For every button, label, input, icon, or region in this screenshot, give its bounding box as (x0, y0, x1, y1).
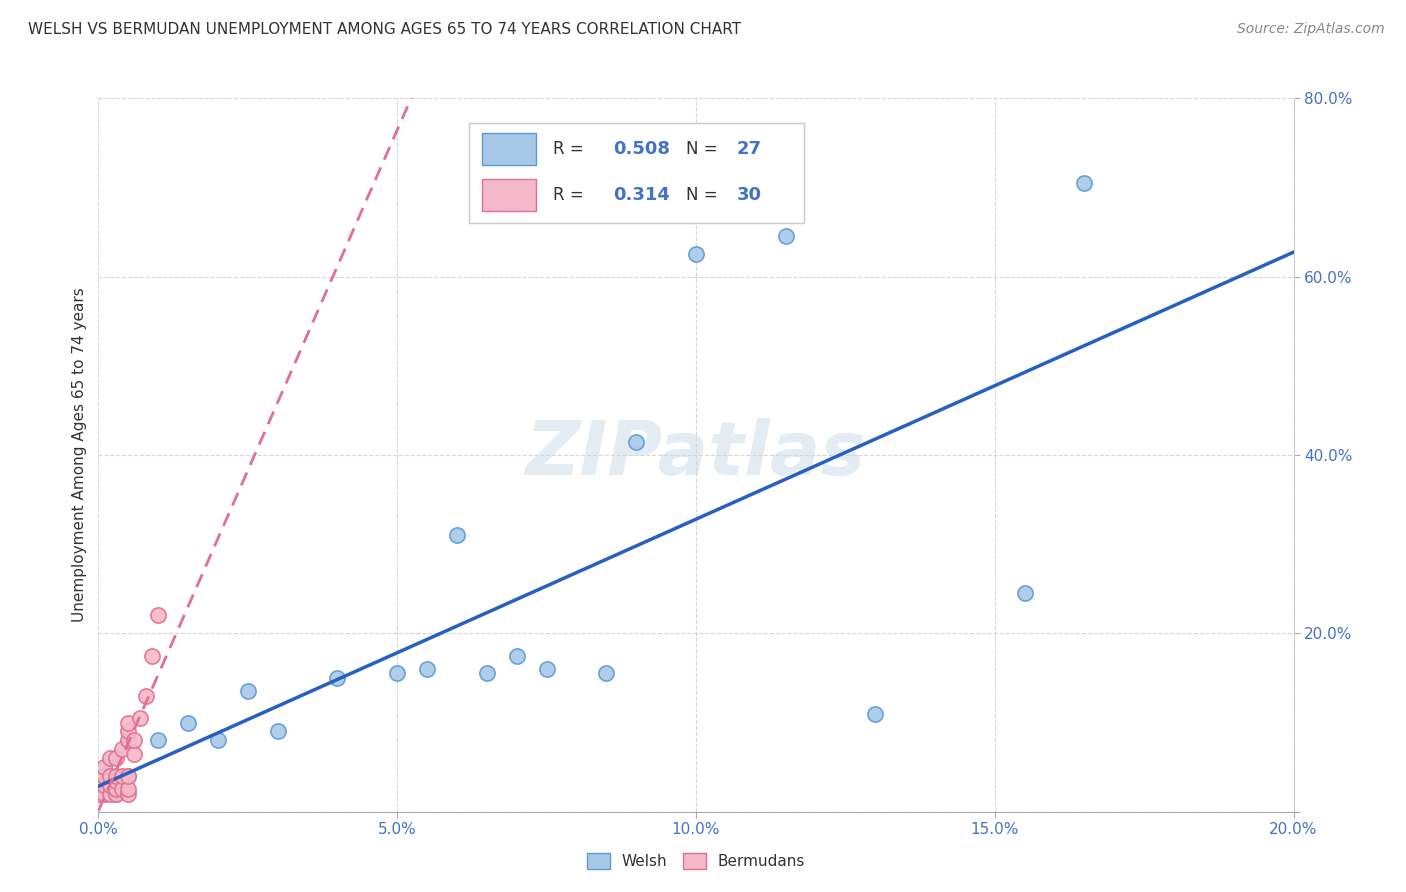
Point (93, 760, 115, 774)
Point (98, 769, 122, 783)
Point (105, 787, 128, 801)
Point (148, 733, 170, 747)
Point (105, 751, 128, 765)
Point (595, 666, 617, 681)
Point (775, 229, 797, 244)
Point (148, 608, 170, 623)
Point (685, 247, 707, 261)
Point (124, 733, 146, 747)
Point (865, 706, 887, 721)
Point (93, 769, 115, 783)
Y-axis label: Unemployment Among Ages 65 to 74 years: Unemployment Among Ages 65 to 74 years (72, 287, 87, 623)
Point (117, 733, 139, 747)
Point (111, 769, 134, 783)
Point (1014, 586, 1036, 600)
Point (98, 778, 122, 792)
Text: Source: ZipAtlas.com: Source: ZipAtlas.com (1237, 22, 1385, 37)
Point (624, 434, 647, 449)
Point (111, 778, 134, 792)
Point (416, 662, 439, 676)
Point (105, 782, 128, 797)
Point (87, 787, 110, 801)
Point (117, 724, 139, 739)
Point (93, 778, 115, 792)
Point (326, 671, 349, 685)
Point (111, 742, 134, 756)
Point (87, 778, 110, 792)
Point (117, 787, 139, 801)
Point (177, 715, 200, 730)
Point (135, 689, 157, 703)
Point (117, 769, 139, 783)
Point (506, 648, 529, 663)
Point (141, 648, 163, 663)
Point (207, 733, 229, 747)
Point (105, 787, 128, 801)
Point (385, 666, 409, 681)
Point (446, 528, 468, 542)
Point (475, 666, 498, 681)
Point (98, 787, 122, 801)
Point (98, 751, 122, 765)
Text: ZIPatlas: ZIPatlas (526, 418, 866, 491)
Point (536, 662, 558, 676)
Point (124, 747, 146, 761)
Point (105, 773, 128, 788)
Point (93, 787, 115, 801)
Point (236, 684, 259, 698)
Point (117, 769, 139, 783)
Point (117, 782, 139, 797)
Point (117, 715, 139, 730)
Point (98, 769, 122, 783)
Point (111, 782, 134, 797)
Point (93, 778, 115, 792)
Legend: Welsh, Bermudans: Welsh, Bermudans (581, 847, 811, 875)
Point (1073, 176, 1095, 190)
Point (98, 782, 122, 797)
Text: WELSH VS BERMUDAN UNEMPLOYMENT AMONG AGES 65 TO 74 YEARS CORRELATION CHART: WELSH VS BERMUDAN UNEMPLOYMENT AMONG AGE… (28, 22, 741, 37)
Point (129, 711, 152, 725)
Point (267, 724, 290, 739)
Point (105, 773, 128, 788)
Point (93, 787, 115, 801)
Point (105, 769, 128, 783)
